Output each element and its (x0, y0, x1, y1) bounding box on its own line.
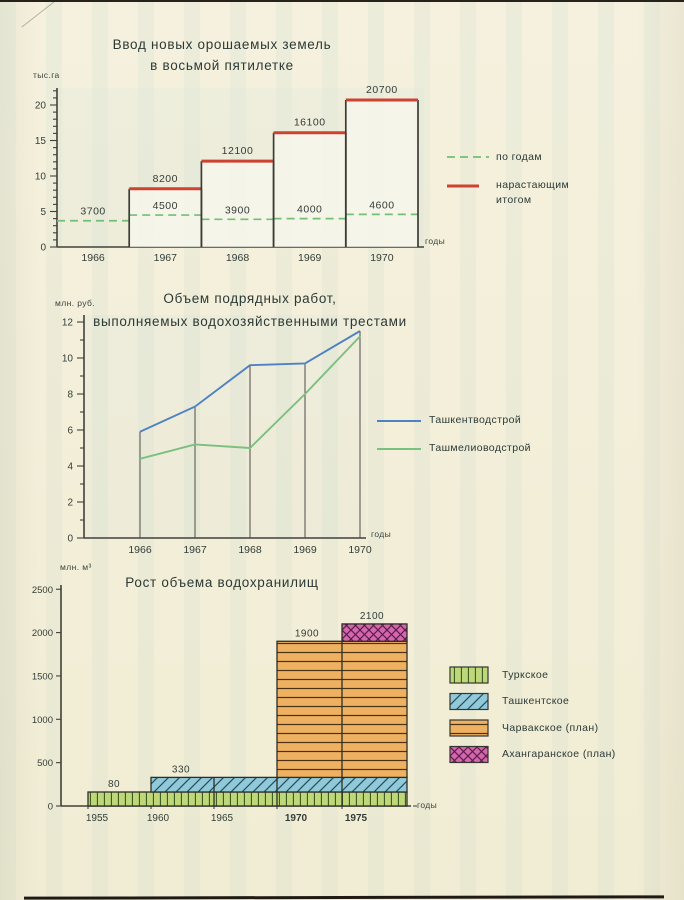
series-tashkentvodstroy (139, 330, 361, 433)
segment-value-label: 2100 (360, 611, 384, 622)
yearly-value-label: 4500 (153, 200, 178, 212)
legend-label-turkskoye: Туркское (502, 669, 549, 681)
y-tick-label: 10 (62, 354, 74, 365)
legend-swatch (449, 666, 489, 684)
x-tick-label: 1970 (348, 544, 372, 556)
x-tick-label: 1970 (285, 813, 308, 824)
reservoirs-y-unit: млн. м³ (60, 562, 92, 572)
y-tick-label: 500 (37, 758, 53, 769)
irrigation-title-line1: Ввод новых орошаемых земель (112, 37, 332, 52)
x-tick-label: 1966 (81, 252, 105, 264)
y-tick-label: 20 (35, 101, 47, 112)
legend-label-tashmeliovodstroy: Ташмелиоводстрой (429, 442, 531, 454)
y-tick-label: 15 (35, 136, 47, 147)
x-tick-label: 1968 (226, 252, 250, 264)
plot-area (84, 315, 366, 538)
y-tick-label: 8 (67, 390, 73, 401)
irrigation-x-unit: годы (425, 236, 446, 246)
yearly-value-label: 4000 (297, 204, 322, 216)
y-tick-label: 2 (67, 498, 73, 509)
y-tick-label: 0 (67, 534, 73, 545)
series-tashmeliovodstroy (139, 335, 361, 460)
x-tick-label: 1969 (298, 252, 322, 264)
contract-works-x-unit: годы (371, 529, 392, 539)
cumulative-value-label: 16100 (294, 117, 326, 129)
contract-works-title-line1: Объем подрядных работ, (163, 291, 337, 306)
x-tick-label: 1967 (183, 544, 207, 556)
irrigation-title-line2: в восьмой пятилетке (150, 58, 294, 73)
legend-swatch (449, 719, 489, 737)
y-tick-label: 1500 (32, 671, 53, 682)
cumulative-value-label: 8200 (153, 173, 178, 185)
irrigation-y-unit: тыс.га (33, 70, 60, 80)
x-tick-label: 1969 (293, 544, 317, 556)
yearly-value-label: 3700 (80, 206, 105, 218)
irrigation-chart: 0 5 10 15 20 3700 4500 3900 4000 4600 8200 12100 161… (35, 84, 489, 264)
reservoirs-x-unit: годы (417, 800, 438, 810)
y-tick-label: 1000 (32, 715, 53, 726)
cumulative-value-label: 20700 (366, 84, 398, 96)
scan-edge-top (0, 0, 684, 2)
reservoir-bar (341, 623, 408, 642)
x-tick-label: 1960 (147, 813, 170, 824)
legend-swatch (449, 692, 489, 711)
legend-label-tashkentvodstroy: Ташкентводстрой (429, 414, 522, 426)
legend-label-po-godam: по годам (496, 151, 543, 163)
y-tick-label: 12 (62, 318, 74, 329)
segment-value-label: 1900 (295, 628, 319, 639)
segment-value-label: 80 (108, 779, 120, 790)
contract-works-chart: 0 2 4 6 8 10 12 1966 1967 1968 1969 1970 (62, 315, 421, 556)
y-tick-label: 5 (40, 207, 46, 218)
contract-works-y-unit: млн. руб. (55, 298, 96, 308)
reservoir-bar (87, 791, 408, 807)
legend-label-narastayushchim: нарастающим итогом (496, 179, 570, 206)
reservoirs-chart: 0 500 1000 1500 2000 2500 80 330 1900 2100 1955 196… (32, 585, 489, 824)
bar-fill (273, 132, 346, 247)
x-tick-label: 1955 (86, 813, 109, 824)
x-tick-label: 1965 (211, 813, 234, 824)
x-tick-label: 1967 (154, 252, 178, 264)
contract-works-title-line2: выполняемых водохозяйственными трестами (93, 314, 407, 329)
legend-label-charvakskoye: Чарвакское (план) (502, 722, 599, 734)
legend-label-tashkentskoye: Ташкентское (502, 695, 570, 707)
yearly-value-label: 3900 (225, 204, 250, 216)
segment-value-label: 330 (172, 764, 190, 775)
yearly-value-label: 4600 (369, 199, 394, 211)
legend-swatch (449, 745, 489, 764)
cumulative-value-label: 12100 (222, 145, 254, 157)
bar-fill (129, 188, 202, 247)
y-tick-label: 2000 (32, 628, 53, 639)
x-tick-label: 1966 (128, 544, 152, 556)
y-tick-label: 0 (48, 802, 53, 813)
x-tick-label: 1975 (345, 813, 368, 824)
reservoirs-title: Рост объема водохранилищ (125, 575, 319, 590)
bar-fill (345, 100, 418, 247)
bar-fill (201, 161, 274, 247)
y-tick-label: 0 (40, 243, 46, 254)
legend-label-akhangaranskoye: Ахангаранское (план) (502, 748, 616, 760)
y-tick-label: 6 (67, 426, 73, 437)
y-tick-label: 10 (35, 172, 47, 183)
x-tick-label: 1970 (370, 252, 394, 264)
x-tick-label: 1968 (238, 544, 262, 556)
reservoir-bar (150, 776, 408, 793)
y-tick-label: 2500 (32, 585, 53, 596)
y-tick-label: 4 (67, 462, 73, 473)
